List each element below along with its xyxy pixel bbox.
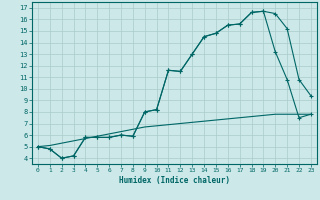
X-axis label: Humidex (Indice chaleur): Humidex (Indice chaleur) — [119, 176, 230, 185]
